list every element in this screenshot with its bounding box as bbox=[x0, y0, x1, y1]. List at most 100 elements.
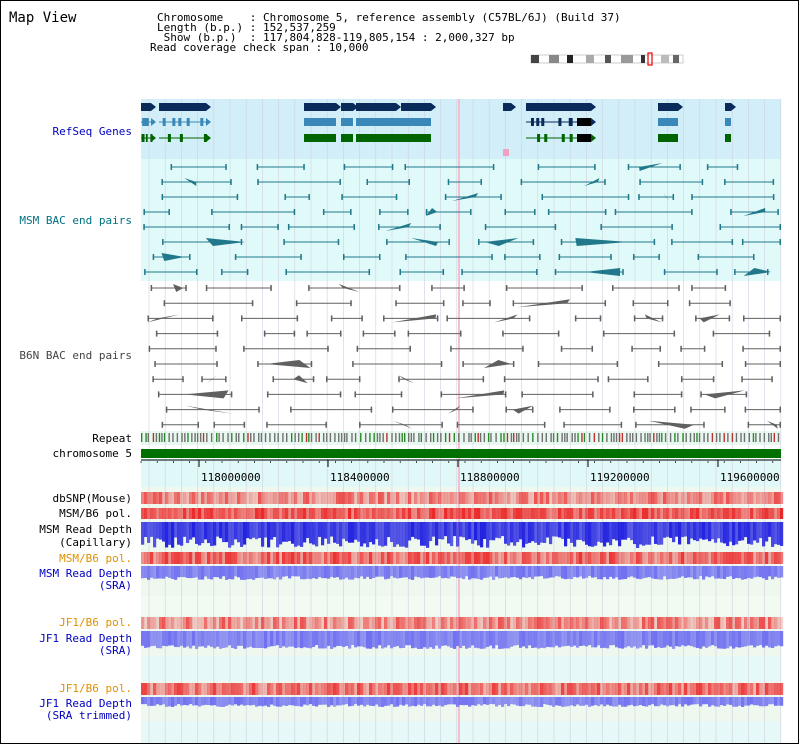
read-depth-bar bbox=[513, 631, 517, 646]
polymorphism-cell bbox=[222, 508, 226, 519]
polymorphism-cell bbox=[627, 683, 631, 695]
polymorphism-cell bbox=[462, 492, 466, 504]
read-depth-bar bbox=[246, 566, 250, 580]
read-depth-bar bbox=[603, 631, 607, 648]
read-depth-bar bbox=[771, 631, 775, 649]
bac-arrow bbox=[585, 268, 621, 276]
track-label-msm-b6-pol[interactable]: MSM/B6 pol. bbox=[59, 507, 132, 520]
track-label-msm-depth-sra[interactable]: MSM Read Depth bbox=[39, 567, 132, 580]
read-depth-bar bbox=[420, 522, 424, 546]
polymorphism-cell bbox=[735, 552, 739, 564]
polymorphism-cell bbox=[447, 508, 451, 519]
polymorphism-cell bbox=[261, 492, 265, 504]
bac-end bbox=[228, 224, 230, 230]
bac-end bbox=[450, 345, 452, 352]
polymorphism-cell bbox=[477, 552, 481, 564]
polymorphism-cell bbox=[369, 617, 373, 629]
read-depth-bar bbox=[192, 566, 196, 578]
read-depth-bar bbox=[618, 522, 622, 547]
polymorphism-cell bbox=[168, 683, 172, 695]
track-label-refseq-genes[interactable]: RefSeq Genes bbox=[52, 125, 132, 138]
repeat-element bbox=[379, 433, 381, 442]
repeat-element bbox=[541, 433, 544, 442]
repeat-element bbox=[382, 433, 384, 442]
track-label-msm-bac[interactable]: MSM BAC end pairs bbox=[19, 214, 132, 227]
read-depth-bar bbox=[330, 522, 334, 537]
read-depth-bar bbox=[213, 522, 217, 546]
track-label-b6n-bac[interactable]: B6N BAC end pairs bbox=[19, 349, 132, 362]
polymorphism-cell bbox=[531, 508, 535, 519]
bac-end bbox=[308, 194, 310, 200]
read-depth-bar bbox=[264, 522, 268, 538]
read-depth-bar bbox=[624, 566, 628, 580]
polymorphism-cell bbox=[243, 617, 247, 629]
bac-end bbox=[182, 376, 184, 383]
track-label-dbsnp[interactable]: dbSNP(Mouse) bbox=[52, 492, 132, 505]
track-label-msm-depth-capillary[interactable]: MSM Read Depth bbox=[39, 523, 132, 536]
track-label-jf1-depth-sra[interactable]: JF1 Read Depth bbox=[39, 632, 132, 645]
bac-end bbox=[325, 421, 327, 428]
read-depth-bar bbox=[375, 566, 379, 577]
read-depth-bar bbox=[423, 631, 427, 648]
polymorphism-cell bbox=[297, 492, 301, 504]
polymorphism-cell bbox=[432, 508, 436, 519]
polymorphism-cell bbox=[381, 492, 385, 504]
read-depth-bar bbox=[300, 566, 304, 580]
read-depth-bar bbox=[357, 697, 361, 706]
track-label-msm-b6-pol-sra[interactable]: MSM/B6 pol. bbox=[59, 552, 132, 565]
gene-exon bbox=[200, 118, 204, 126]
bac-end bbox=[557, 330, 560, 337]
gene-strand-arrow bbox=[678, 103, 683, 111]
polymorphism-cell bbox=[717, 492, 721, 504]
track-label-jf1-b6-pol-trimmed[interactable]: JF1/B6 pol. bbox=[59, 682, 132, 695]
polymorphism-cell bbox=[675, 617, 679, 629]
polymorphism-cell bbox=[780, 617, 784, 629]
polymorphism-cell bbox=[738, 617, 742, 629]
polymorphism-cell bbox=[228, 617, 232, 629]
read-depth-bar bbox=[396, 697, 400, 707]
polymorphism-cell bbox=[147, 683, 151, 695]
read-depth-bar bbox=[558, 631, 562, 648]
bac-end bbox=[653, 239, 656, 245]
polymorphism-cell bbox=[285, 683, 289, 695]
read-depth-bar bbox=[312, 522, 316, 545]
polymorphism-cell bbox=[330, 508, 334, 519]
track-label-jf1-b6-pol[interactable]: JF1/B6 pol. bbox=[59, 616, 132, 629]
bac-end bbox=[591, 345, 594, 352]
read-depth-bar bbox=[375, 522, 379, 540]
polymorphism-cell bbox=[597, 683, 601, 695]
read-depth-bar bbox=[546, 566, 550, 579]
read-depth-bar bbox=[639, 566, 643, 580]
polymorphism-cell bbox=[609, 683, 613, 695]
polymorphism-cell bbox=[537, 683, 541, 695]
polymorphism-cell bbox=[189, 552, 193, 564]
read-depth-bar bbox=[333, 566, 337, 578]
polymorphism-cell bbox=[204, 683, 208, 695]
track-label-repeat[interactable]: Repeat bbox=[92, 432, 132, 445]
read-depth-bar bbox=[699, 566, 703, 577]
polymorphism-cell bbox=[360, 508, 364, 519]
axis-tick-label: 119200000 bbox=[590, 471, 650, 484]
polymorphism-cell bbox=[243, 508, 247, 519]
read-depth-bar bbox=[501, 631, 505, 649]
bac-end bbox=[666, 300, 669, 307]
polymorphism-cell bbox=[618, 492, 622, 504]
polymorphism-cell bbox=[492, 552, 496, 564]
polymorphism-cell bbox=[708, 617, 712, 629]
polymorphism-cell bbox=[144, 683, 148, 695]
bac-end bbox=[448, 239, 450, 245]
read-depth-bar bbox=[555, 697, 559, 706]
read-depth-bar bbox=[432, 522, 436, 537]
polymorphism-cell bbox=[366, 617, 370, 629]
track-label-jf1-depth-trimmed[interactable]: JF1 Read Depth bbox=[39, 697, 132, 710]
repeat-element bbox=[613, 433, 615, 442]
repeat-element bbox=[495, 433, 497, 442]
read-depth-bar bbox=[489, 522, 493, 541]
read-depth-bar bbox=[771, 697, 775, 705]
bac-end bbox=[632, 254, 635, 260]
polymorphism-cell bbox=[390, 508, 394, 519]
read-depth-bar bbox=[465, 631, 469, 649]
polymorphism-cell bbox=[618, 508, 622, 519]
read-depth-bar bbox=[759, 631, 763, 646]
